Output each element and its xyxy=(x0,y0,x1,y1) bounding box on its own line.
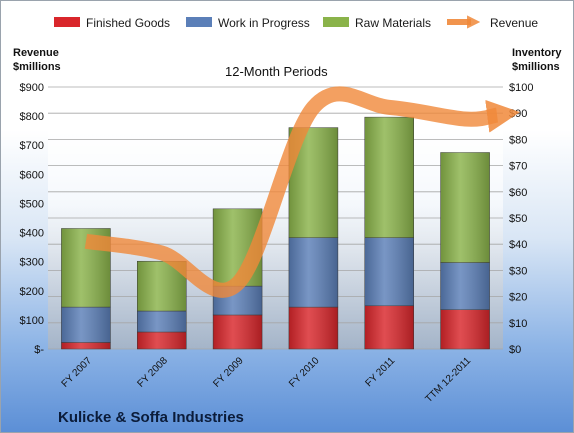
left-tick-label: $300 xyxy=(20,257,44,269)
left-tick-label: $600 xyxy=(20,169,44,181)
bar-shine xyxy=(61,307,111,343)
bar-shine xyxy=(61,342,111,349)
bar-shine xyxy=(137,311,187,332)
right-tick-label: $100 xyxy=(509,82,533,94)
category-label: TTM 12-2011 xyxy=(423,355,473,405)
bar-shine xyxy=(440,309,490,349)
left-tick-label: $900 xyxy=(20,82,44,94)
bar-shine xyxy=(288,237,338,308)
category-label: FY 2008 xyxy=(135,355,170,390)
right-tick-label: $80 xyxy=(509,134,527,146)
right-tick-label: $40 xyxy=(509,239,527,251)
legend-label-finished-goods: Finished Goods xyxy=(86,16,170,30)
legend-label-raw-materials: Raw Materials xyxy=(355,16,431,30)
right-tick-label: $50 xyxy=(509,213,527,225)
company-name: Kulicke & Soffa Industries xyxy=(58,409,244,426)
bar-shine xyxy=(364,305,414,349)
legend: Finished Goods Work in Progress Raw Mate… xyxy=(54,15,538,30)
category-label: FY 2009 xyxy=(211,355,246,390)
right-axis-ticks: $0 $10 $20 $30 $40 $50 $60 $70 $80 $90 $100 xyxy=(509,82,533,356)
category-label: FY 2011 xyxy=(364,355,398,389)
revenue-line-group xyxy=(84,86,521,298)
left-tick-label: $- xyxy=(34,344,44,356)
right-tick-label: $60 xyxy=(509,187,527,199)
legend-label-work-in-progress: Work in Progress xyxy=(218,16,310,30)
legend-swatch-finished-goods xyxy=(54,17,80,27)
right-tick-label: $30 xyxy=(509,265,527,277)
bar-shine xyxy=(213,314,263,349)
bar-shine xyxy=(440,152,490,263)
left-tick-label: $400 xyxy=(20,228,44,240)
revenue-line xyxy=(84,86,521,298)
left-axis-title-line2: $millions xyxy=(13,61,61,73)
category-label: FY 2010 xyxy=(287,355,322,390)
category-label: FY 2007 xyxy=(60,355,95,390)
left-tick-label: $100 xyxy=(20,315,44,327)
bar-shine xyxy=(364,237,414,306)
legend-swatch-work-in-progress xyxy=(186,17,212,27)
left-tick-label: $500 xyxy=(20,198,44,210)
left-tick-label: $700 xyxy=(20,140,44,152)
right-tick-label: $10 xyxy=(509,318,527,330)
left-axis-title-line1: Revenue xyxy=(13,47,59,59)
right-axis-title-line2: $millions xyxy=(512,61,560,73)
right-tick-label: $0 xyxy=(509,344,521,356)
left-tick-label: $800 xyxy=(20,111,44,123)
legend-label-revenue: Revenue xyxy=(490,16,538,30)
bar-shine xyxy=(440,262,490,310)
bar-shine xyxy=(364,117,414,238)
right-tick-label: $70 xyxy=(509,161,527,173)
bar-shine xyxy=(288,307,338,349)
right-axis-title-line1: Inventory xyxy=(512,47,562,59)
chart-title: 12-Month Periods xyxy=(225,64,328,79)
category-labels: FY 2007 FY 2008 FY 2009 FY 2010 FY 2011 TTM 1… xyxy=(60,355,474,405)
left-tick-label: $200 xyxy=(20,286,44,298)
bar-shine xyxy=(137,331,187,349)
right-tick-label: $20 xyxy=(509,292,527,304)
bars xyxy=(61,116,490,350)
right-tick-label: $90 xyxy=(509,108,527,120)
left-axis-ticks: $- $100 $200 $300 $400 $500 $600 $700 $800 $900 xyxy=(20,82,45,356)
legend-swatch-raw-materials xyxy=(323,17,349,27)
